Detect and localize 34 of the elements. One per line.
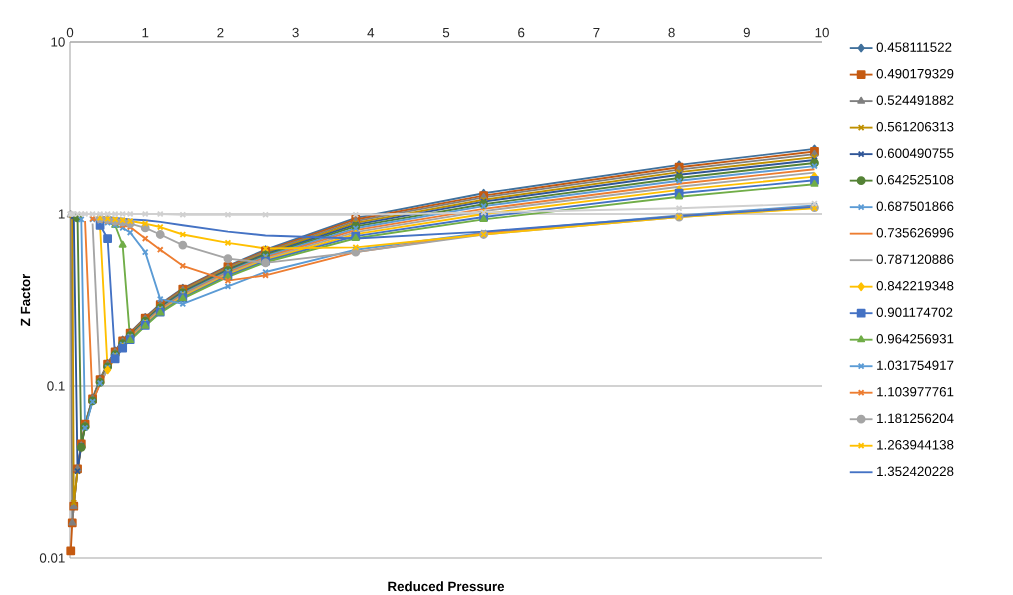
- legend-label: 0.901174702: [876, 307, 953, 317]
- legend-label: 0.842219348: [876, 281, 954, 291]
- legend-label: 0.687501866: [876, 201, 954, 211]
- x-tick-label: 3: [292, 27, 299, 38]
- legend-label: 0.642525108: [876, 174, 954, 185]
- x-axis-title: Reduced Pressure: [388, 581, 505, 592]
- legend-label: 0.524491882: [876, 95, 954, 105]
- legend-label: 0.561206313: [876, 121, 954, 132]
- x-tick-label: 0: [66, 27, 74, 38]
- legend-label: 0.490179329: [876, 68, 954, 79]
- x-tick-label: 1: [142, 28, 149, 38]
- x-tick-label: 5: [442, 27, 450, 38]
- y-tick-label: 10: [51, 37, 65, 47]
- legend-label: 1.263944138: [877, 440, 954, 450]
- x-tick-label: 8: [668, 27, 675, 38]
- y-tick-label: 0.1: [47, 381, 65, 391]
- y-axis-title: Z Factor: [20, 273, 31, 326]
- x-tick-label: 7: [593, 28, 600, 38]
- x-tick-label: 4: [367, 28, 375, 38]
- legend-label: 0.787120886: [876, 254, 954, 264]
- x-tick-label: 2: [217, 27, 224, 38]
- legend-label: 0.600490755: [876, 148, 954, 158]
- legend-label: 0.458111522: [876, 42, 952, 52]
- legend-label: 1.031754917: [877, 360, 954, 370]
- y-tick-label: 0.01: [39, 553, 65, 563]
- x-tick-label: 6: [518, 27, 525, 38]
- y-tick-label: 1: [58, 209, 65, 219]
- x-tick-label: 10: [815, 27, 829, 38]
- legend-label: 0.964256931: [876, 334, 954, 344]
- x-tick-label: 9: [743, 27, 750, 38]
- legend-label: 1.181256204: [877, 413, 954, 424]
- legend-label: 0.735626996: [876, 228, 954, 238]
- legend-label: 1.103977761: [877, 387, 954, 397]
- legend-label: 1.352420228: [877, 466, 954, 477]
